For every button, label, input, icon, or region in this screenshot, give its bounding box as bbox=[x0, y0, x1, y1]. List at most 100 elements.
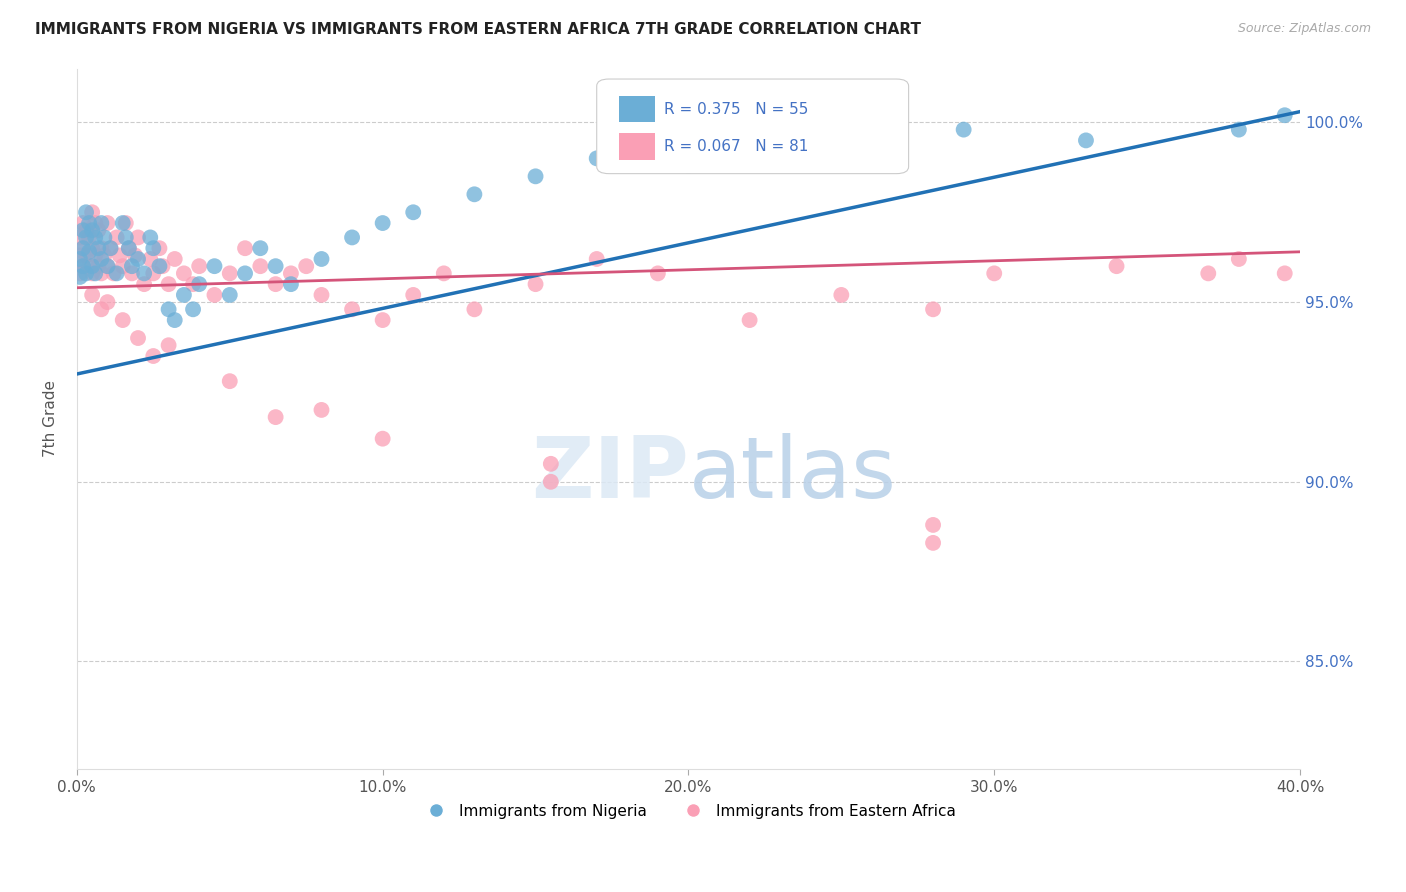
Point bbox=[1274, 108, 1296, 122]
Point bbox=[96, 216, 118, 230]
Point bbox=[233, 241, 256, 255]
Point bbox=[111, 216, 134, 230]
Legend: Immigrants from Nigeria, Immigrants from Eastern Africa: Immigrants from Nigeria, Immigrants from… bbox=[415, 797, 962, 825]
Point bbox=[72, 216, 94, 230]
Point bbox=[87, 241, 110, 255]
Point bbox=[188, 259, 211, 273]
Point bbox=[433, 266, 456, 280]
Point bbox=[121, 259, 143, 273]
Point bbox=[163, 252, 186, 266]
Point bbox=[82, 223, 104, 237]
Bar bbox=[619, 95, 655, 122]
Point bbox=[75, 223, 97, 237]
Point bbox=[87, 223, 110, 237]
Point bbox=[93, 230, 115, 244]
Point bbox=[173, 288, 195, 302]
Point bbox=[678, 159, 700, 173]
Point bbox=[90, 252, 112, 266]
Point bbox=[157, 277, 180, 292]
Point bbox=[218, 266, 240, 280]
Text: ZIP: ZIP bbox=[530, 434, 689, 516]
Point bbox=[90, 266, 112, 280]
Point bbox=[142, 349, 165, 363]
Point bbox=[280, 266, 302, 280]
Point bbox=[540, 475, 562, 489]
Point bbox=[983, 266, 1005, 280]
Point bbox=[69, 248, 91, 262]
Point bbox=[77, 216, 100, 230]
Point bbox=[295, 259, 318, 273]
Point bbox=[134, 277, 156, 292]
Point bbox=[371, 313, 394, 327]
Point bbox=[148, 259, 170, 273]
Point bbox=[105, 266, 128, 280]
Point bbox=[127, 331, 149, 345]
Point bbox=[311, 252, 333, 266]
Point bbox=[84, 230, 107, 244]
Point bbox=[340, 302, 363, 317]
Point bbox=[188, 277, 211, 292]
Point bbox=[114, 230, 136, 244]
Point bbox=[84, 216, 107, 230]
Bar bbox=[619, 133, 655, 160]
Point bbox=[100, 241, 122, 255]
Point bbox=[463, 302, 485, 317]
Point bbox=[69, 230, 91, 244]
Point bbox=[402, 288, 425, 302]
Point bbox=[82, 241, 104, 255]
Point bbox=[1227, 252, 1250, 266]
Point bbox=[75, 266, 97, 280]
Point bbox=[84, 248, 107, 262]
Point bbox=[1274, 266, 1296, 280]
Point bbox=[181, 302, 204, 317]
Point bbox=[157, 302, 180, 317]
Point bbox=[922, 517, 945, 532]
Point bbox=[311, 288, 333, 302]
Point bbox=[90, 302, 112, 317]
Point bbox=[769, 144, 792, 158]
Point bbox=[111, 313, 134, 327]
Point bbox=[93, 248, 115, 262]
Point bbox=[84, 266, 107, 280]
Point bbox=[249, 241, 271, 255]
Point bbox=[264, 277, 287, 292]
Point bbox=[264, 259, 287, 273]
Point bbox=[249, 259, 271, 273]
Point bbox=[118, 241, 141, 255]
Point bbox=[1074, 133, 1097, 147]
Point bbox=[218, 288, 240, 302]
Point bbox=[524, 169, 547, 184]
Point bbox=[204, 288, 226, 302]
Point bbox=[75, 248, 97, 262]
Point bbox=[111, 259, 134, 273]
Point bbox=[1227, 122, 1250, 136]
Point bbox=[157, 338, 180, 352]
Text: R = 0.375   N = 55: R = 0.375 N = 55 bbox=[664, 102, 808, 117]
Y-axis label: 7th Grade: 7th Grade bbox=[44, 380, 58, 458]
Point bbox=[127, 230, 149, 244]
Point bbox=[77, 259, 100, 273]
Point bbox=[72, 259, 94, 273]
Point bbox=[69, 266, 91, 280]
Point bbox=[280, 277, 302, 292]
Point bbox=[463, 187, 485, 202]
Point bbox=[69, 252, 91, 266]
Text: IMMIGRANTS FROM NIGERIA VS IMMIGRANTS FROM EASTERN AFRICA 7TH GRADE CORRELATION : IMMIGRANTS FROM NIGERIA VS IMMIGRANTS FR… bbox=[35, 22, 921, 37]
FancyBboxPatch shape bbox=[596, 79, 908, 174]
Point bbox=[152, 259, 174, 273]
Point bbox=[340, 230, 363, 244]
Text: Source: ZipAtlas.com: Source: ZipAtlas.com bbox=[1237, 22, 1371, 36]
Point bbox=[96, 259, 118, 273]
Point bbox=[82, 288, 104, 302]
Point bbox=[90, 241, 112, 255]
Point bbox=[124, 248, 146, 262]
Text: atlas: atlas bbox=[689, 434, 897, 516]
Point bbox=[218, 374, 240, 388]
Point bbox=[72, 259, 94, 273]
Point bbox=[72, 241, 94, 255]
Point bbox=[647, 266, 669, 280]
Point bbox=[100, 241, 122, 255]
Point bbox=[1105, 259, 1128, 273]
Point bbox=[75, 205, 97, 219]
Point bbox=[114, 216, 136, 230]
